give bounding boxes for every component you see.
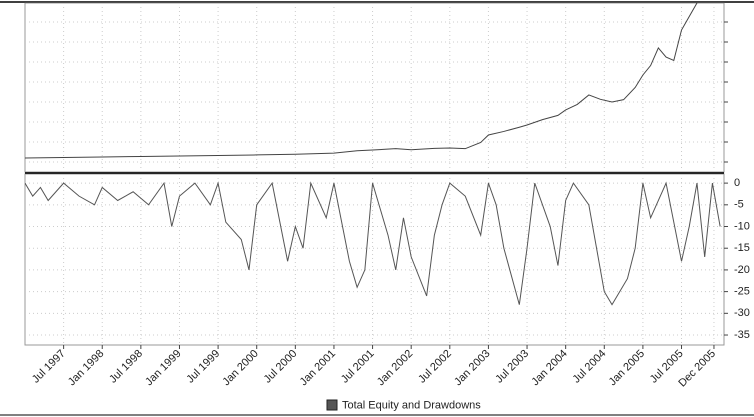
legend-label: Total Equity and Drawdowns bbox=[342, 399, 481, 411]
legend-swatch bbox=[326, 399, 338, 411]
x-tick-label: Jan 1999 bbox=[143, 348, 183, 388]
drawdown-line bbox=[25, 181, 721, 306]
y-tick-label: -35 bbox=[734, 329, 750, 341]
drawdown-frame bbox=[24, 173, 725, 346]
x-tick-label: Jul 2001 bbox=[339, 348, 377, 386]
x-tick-label: Jul 1998 bbox=[107, 348, 145, 386]
y-tick-label: 0 bbox=[734, 177, 740, 189]
y-tick-label: -30 bbox=[734, 307, 750, 319]
x-tick-label: Jan 2004 bbox=[529, 348, 569, 388]
x-tick-label: Jul 2000 bbox=[262, 348, 300, 386]
x-tick-label: Jan 2002 bbox=[375, 348, 415, 388]
x-tick-label: Jan 1998 bbox=[66, 348, 106, 388]
x-tick-label: Jul 2003 bbox=[493, 348, 531, 386]
x-tick-label: Jul 1999 bbox=[184, 348, 222, 386]
y-tick-label: -10 bbox=[734, 220, 750, 232]
equity-line bbox=[25, 3, 698, 159]
x-tick-label: Jul 1997 bbox=[30, 348, 68, 386]
x-tick-label: Jul 2004 bbox=[571, 348, 609, 386]
y-tick-label: -5 bbox=[734, 199, 744, 211]
x-tick-label: Jan 2005 bbox=[607, 348, 647, 388]
x-tick-label: Jan 2003 bbox=[452, 348, 492, 388]
equity-frame bbox=[24, 2, 725, 173]
x-tick-label: Jan 2001 bbox=[298, 348, 338, 388]
x-tick-label: Jul 2002 bbox=[416, 348, 454, 386]
y-tick-label: -25 bbox=[734, 286, 750, 298]
y-tick-label: -15 bbox=[734, 242, 750, 254]
x-tick-label: Jan 2000 bbox=[220, 348, 260, 388]
y-tick-label: -20 bbox=[734, 264, 750, 276]
